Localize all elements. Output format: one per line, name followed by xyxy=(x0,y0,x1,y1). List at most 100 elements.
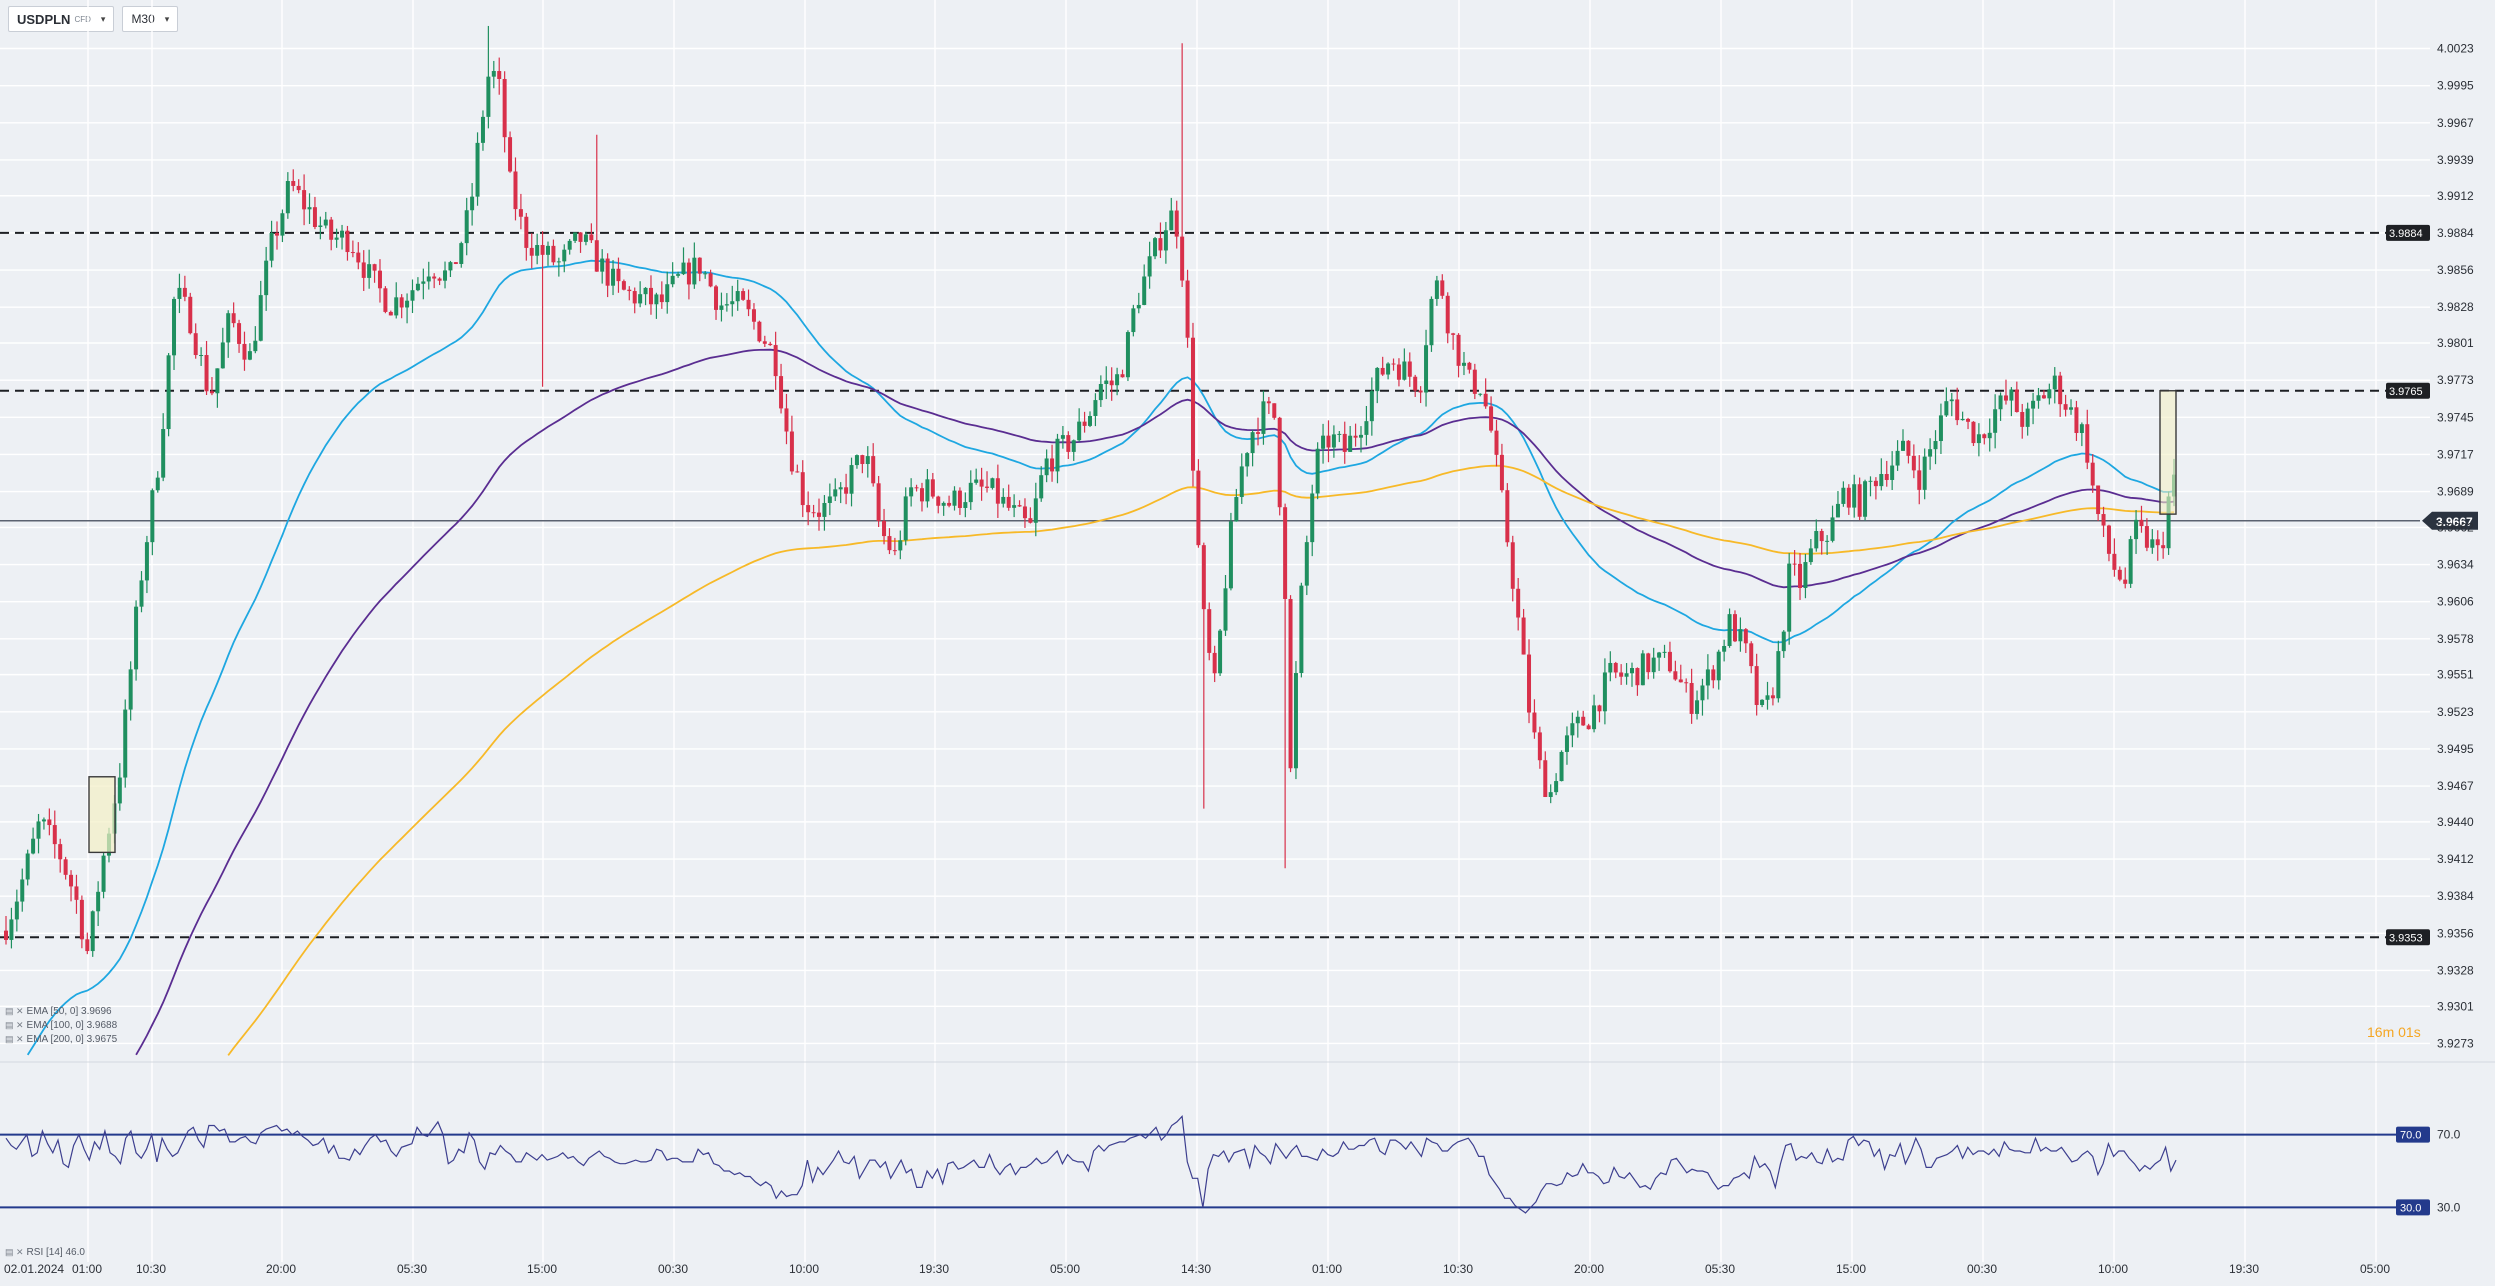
candle-down xyxy=(1342,433,1347,452)
candle-down xyxy=(1678,679,1683,683)
candle-up xyxy=(405,300,410,308)
settings-icon[interactable]: ▤ ✕ xyxy=(5,1247,24,1257)
candle-down xyxy=(69,874,74,887)
candle-up xyxy=(990,478,995,488)
candle-up xyxy=(367,264,372,278)
candle-down xyxy=(1586,725,1591,730)
settings-icon[interactable]: ▤ ✕ xyxy=(5,1034,24,1044)
candle-down xyxy=(1884,474,1889,480)
candle-down xyxy=(1445,295,1450,334)
candle-up xyxy=(1803,562,1808,588)
candle-up xyxy=(562,249,567,262)
candle-down xyxy=(817,512,821,517)
candle-up xyxy=(2069,407,2074,410)
candle-up xyxy=(1429,298,1434,346)
candle-down xyxy=(2020,412,2025,427)
candle-down xyxy=(1635,668,1640,686)
time-axis-label: 00:30 xyxy=(658,1262,688,1276)
candle-up xyxy=(670,275,675,285)
candle-up xyxy=(307,207,312,210)
settings-icon[interactable]: ▤ ✕ xyxy=(5,1006,24,1016)
candle-up xyxy=(611,268,616,286)
candle-up xyxy=(139,580,144,607)
candle-up xyxy=(1218,630,1223,674)
settings-icon[interactable]: ▤ ✕ xyxy=(5,1020,24,1030)
candle-up xyxy=(285,181,290,214)
time-axis-label: 01:00 xyxy=(1312,1262,1342,1276)
time-axis-label: 20:00 xyxy=(1574,1262,1604,1276)
candle-up xyxy=(1228,521,1233,589)
candle-down xyxy=(1017,505,1022,507)
candle-up xyxy=(546,245,550,255)
candle-down xyxy=(524,216,529,248)
current-price-tag xyxy=(2422,511,2478,530)
candle-down xyxy=(1684,682,1689,684)
price-tick-label: 3.9384 xyxy=(2437,889,2474,903)
candle-up xyxy=(898,540,903,551)
candle-up xyxy=(172,298,177,356)
candle-up xyxy=(1304,542,1309,586)
time-axis-label: 10:30 xyxy=(1443,1262,1473,1276)
candle-up xyxy=(1814,531,1819,549)
candle-up xyxy=(2052,375,2057,390)
candle-down xyxy=(1873,480,1878,487)
candle-up xyxy=(426,276,431,282)
candle-up xyxy=(96,891,101,912)
time-axis-label: 01:00 xyxy=(72,1262,102,1276)
price-tick-label: 3.9912 xyxy=(2437,189,2474,203)
candle-up xyxy=(155,477,160,491)
candle-down xyxy=(1673,671,1678,680)
candle-down xyxy=(1353,435,1358,438)
candle-down xyxy=(1792,563,1797,565)
candle-down xyxy=(1798,563,1803,588)
candle-down xyxy=(627,289,632,292)
candle-up xyxy=(1136,304,1141,309)
ema-200-legend[interactable]: ▤ ✕ EMA [200, 0] 3.9675 xyxy=(5,1034,117,1045)
candle-down xyxy=(1911,455,1916,471)
candle-up xyxy=(14,901,19,920)
candle-up xyxy=(1841,487,1846,504)
price-tick-label: 3.9273 xyxy=(2437,1036,2474,1050)
timeframe-selector[interactable]: M30 ▾ xyxy=(122,6,179,32)
candle-up xyxy=(464,210,469,244)
candle-down xyxy=(1190,337,1195,471)
candle-down xyxy=(85,939,90,952)
candle-down xyxy=(2161,545,2166,549)
ema-50-legend[interactable]: ▤ ✕ EMA [50, 0] 3.9696 xyxy=(5,1006,112,1017)
rsi-legend[interactable]: ▤ ✕ RSI [14] 46.0 xyxy=(5,1247,85,1258)
candle-up xyxy=(638,294,643,304)
ema-lines xyxy=(26,259,2175,1056)
candle-up xyxy=(535,245,540,256)
candle-down xyxy=(1597,705,1602,712)
candle-down xyxy=(2139,519,2144,527)
candle-up xyxy=(1169,210,1174,231)
candle-up xyxy=(123,709,128,778)
candle-up xyxy=(41,819,46,822)
candle-up xyxy=(941,502,946,506)
candle-down xyxy=(1857,484,1862,517)
candle-down xyxy=(350,252,355,254)
candle-up xyxy=(448,262,453,271)
candle-down xyxy=(497,71,502,79)
chevron-down-icon: ▾ xyxy=(164,13,170,24)
price-tick-label: 3.9995 xyxy=(2437,79,2474,93)
candle-down xyxy=(985,486,990,488)
candle-up xyxy=(2036,395,2041,401)
candle-down xyxy=(58,844,63,860)
candle-down xyxy=(79,899,84,940)
candle-down xyxy=(947,502,952,506)
price-tick-label: 3.9467 xyxy=(2437,779,2474,793)
ema-100-legend[interactable]: ▤ ✕ EMA [100, 0] 3.9688 xyxy=(5,1020,117,1031)
candle-up xyxy=(1548,792,1553,797)
candle-down xyxy=(1413,376,1418,391)
candle-down xyxy=(1846,487,1851,508)
candle-down xyxy=(892,550,897,552)
candle-up xyxy=(952,490,957,506)
candle-up xyxy=(90,911,95,952)
candle-down xyxy=(1494,430,1499,455)
symbol-selector[interactable]: USDPLN CFD ▾ xyxy=(8,6,115,32)
candle-down xyxy=(4,930,8,940)
time-axis-label: 14:30 xyxy=(1181,1262,1211,1276)
candle-down xyxy=(2041,395,2046,399)
